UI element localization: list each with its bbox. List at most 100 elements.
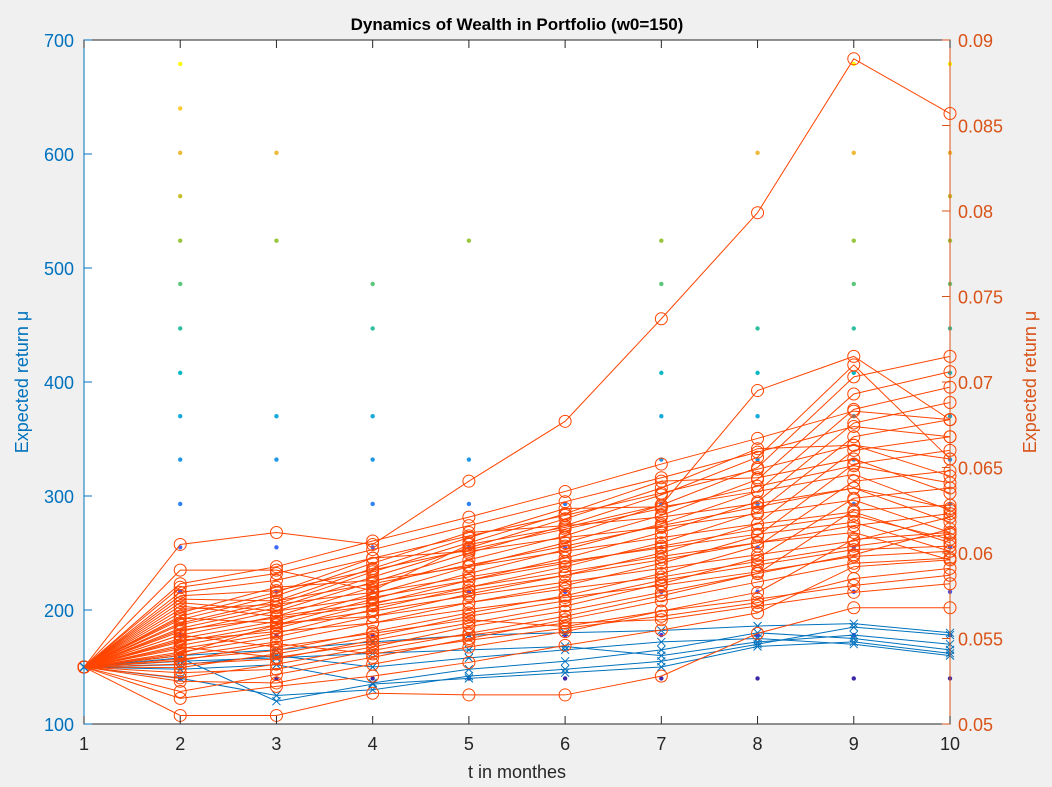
right-series-marker [847, 404, 861, 418]
right-series-marker [366, 590, 380, 604]
right-series-marker [366, 596, 380, 610]
scatter-point [562, 676, 568, 681]
right-series-marker [847, 467, 861, 481]
right-series-line [83, 371, 951, 668]
right-series-marker [751, 527, 765, 541]
right-series-marker [462, 632, 476, 645]
right-series-marker [462, 584, 476, 598]
x-tick-label: 6 [560, 734, 570, 754]
right-series-marker [751, 536, 765, 550]
right-series-marker [847, 481, 861, 495]
scatter-point [755, 150, 760, 156]
right-series-marker [558, 531, 572, 545]
scatter-point [178, 457, 183, 462]
right-series-marker [654, 471, 668, 485]
right-series-line [83, 528, 951, 679]
scatter-point [851, 61, 856, 67]
right-series-marker [462, 606, 476, 620]
right-series-marker [366, 585, 380, 599]
right-series-marker [847, 539, 861, 553]
right-series-marker [847, 474, 861, 488]
right-series-marker [558, 508, 572, 522]
right-series-marker [366, 570, 380, 584]
scatter-point [755, 326, 760, 331]
right-series-marker [847, 349, 861, 363]
right-y-tick-label: 0.075 [958, 288, 1003, 308]
right-series-marker [654, 556, 668, 570]
right-series-marker [558, 536, 572, 550]
right-series-line [83, 514, 951, 668]
right-y-axis-ticks: 0.05 0.055 0.06 0.065 0.07 0.075 0.08 0.085 0.09 [942, 31, 1003, 735]
right-series-marker [847, 358, 861, 372]
right-series-marker [654, 594, 668, 608]
right-series-marker [462, 519, 476, 533]
right-series-line [83, 355, 951, 668]
right-series-marker [462, 525, 476, 539]
scatter-point [851, 326, 856, 331]
x-tick-label: 7 [656, 734, 666, 754]
right-series-marker [366, 537, 380, 551]
right-series-marker [654, 502, 668, 516]
right-series-marker [269, 625, 283, 639]
left-y-tick-label: 700 [44, 31, 74, 51]
right-series-marker [751, 431, 765, 445]
x-tick-label: 10 [940, 734, 960, 754]
right-series-marker [366, 556, 380, 570]
right-series-line [83, 567, 951, 668]
scatter-point [466, 238, 472, 243]
right-series-marker [558, 484, 572, 498]
right-series-marker [462, 573, 476, 587]
scatter-point [659, 281, 664, 287]
right-series-marker [654, 510, 668, 524]
right-series-marker [751, 500, 765, 514]
right-series-marker [751, 471, 765, 485]
left-y-axis-label: Expected return μ [12, 311, 32, 453]
right-series-marker [751, 522, 765, 536]
right-series-line [83, 410, 951, 668]
right-series-marker [366, 599, 380, 613]
scatter-point [466, 457, 472, 462]
right-series-marker [462, 474, 476, 488]
right-series-marker [654, 539, 668, 553]
right-series-marker [462, 609, 476, 623]
right-y-tick-label: 0.05 [958, 715, 993, 735]
right-series-marker [366, 534, 380, 548]
right-series-marker [847, 601, 861, 615]
right-series-marker [366, 543, 380, 557]
scatter-point [178, 61, 183, 67]
right-series-marker [654, 525, 668, 539]
x-tick-label: 8 [753, 734, 763, 754]
right-series-marker [269, 618, 283, 632]
right-series-marker [269, 580, 283, 594]
x-tick-label: 3 [271, 734, 281, 754]
left-y-tick-label: 300 [44, 487, 74, 507]
right-series-marker [173, 537, 187, 551]
right-series-marker [654, 457, 668, 471]
right-series-marker [654, 481, 668, 495]
left-series-line [83, 641, 951, 702]
right-series-marker [654, 570, 668, 584]
scatter-point [178, 501, 183, 507]
right-series-marker [173, 691, 187, 705]
left-series-marker [464, 664, 474, 674]
right-series-marker [269, 676, 283, 690]
right-series-marker [558, 522, 572, 536]
right-series-marker [269, 657, 283, 671]
right-series-line [83, 58, 951, 668]
left-series-marker [560, 664, 570, 674]
left-series-marker [656, 651, 666, 660]
right-series-marker [269, 560, 283, 574]
scatter-point [755, 414, 760, 419]
right-series-marker [269, 647, 283, 661]
left-series-marker [849, 622, 859, 632]
right-y-tick-label: 0.055 [958, 630, 1003, 650]
left-series-marker [272, 691, 281, 700]
left-series-marker [560, 656, 570, 666]
right-series-marker [558, 502, 572, 516]
right-series-marker [847, 543, 861, 557]
right-series-marker [269, 525, 283, 539]
scatter-point [178, 281, 183, 287]
right-series-marker [269, 643, 283, 657]
right-series-line [83, 458, 951, 668]
